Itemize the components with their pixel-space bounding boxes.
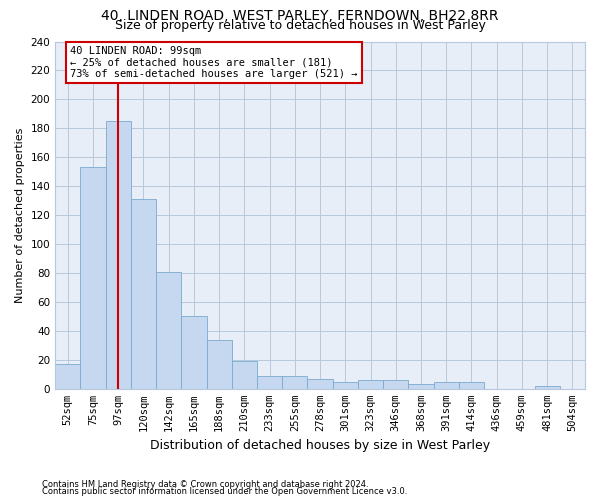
Bar	[409, 384, 434, 389]
Text: Contains HM Land Registry data © Crown copyright and database right 2024.: Contains HM Land Registry data © Crown c…	[42, 480, 368, 489]
Bar	[181, 316, 206, 389]
Bar	[307, 378, 332, 389]
Bar	[332, 382, 358, 389]
Text: 40 LINDEN ROAD: 99sqm
← 25% of detached houses are smaller (181)
73% of semi-det: 40 LINDEN ROAD: 99sqm ← 25% of detached …	[70, 46, 358, 79]
Bar	[383, 380, 409, 389]
Bar	[55, 364, 80, 389]
Bar	[131, 199, 156, 389]
Bar	[80, 168, 106, 389]
Text: Contains public sector information licensed under the Open Government Licence v3: Contains public sector information licen…	[42, 487, 407, 496]
Y-axis label: Number of detached properties: Number of detached properties	[15, 128, 25, 303]
Bar	[257, 376, 282, 389]
Bar	[358, 380, 383, 389]
Text: 40, LINDEN ROAD, WEST PARLEY, FERNDOWN, BH22 8RR: 40, LINDEN ROAD, WEST PARLEY, FERNDOWN, …	[101, 9, 499, 23]
Bar	[232, 362, 257, 389]
Bar	[535, 386, 560, 389]
Bar	[282, 376, 307, 389]
Bar	[156, 272, 181, 389]
X-axis label: Distribution of detached houses by size in West Parley: Distribution of detached houses by size …	[150, 440, 490, 452]
Bar	[434, 382, 459, 389]
Text: Size of property relative to detached houses in West Parley: Size of property relative to detached ho…	[115, 18, 485, 32]
Bar	[459, 382, 484, 389]
Bar	[106, 121, 131, 389]
Bar	[206, 340, 232, 389]
